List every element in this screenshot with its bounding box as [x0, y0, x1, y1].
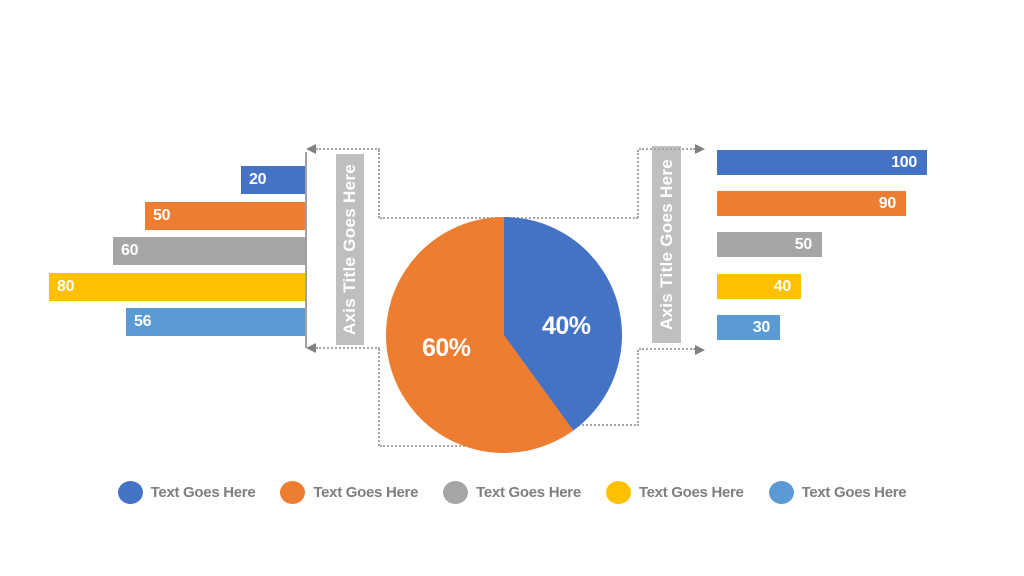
arrow-bottom-right-icon — [695, 345, 705, 355]
pie-label-blue: 40% — [542, 312, 591, 340]
bar-value-label: 30 — [752, 318, 771, 336]
bar-value-label: 100 — [891, 153, 917, 171]
left-chart-bar-4: 56 — [126, 308, 305, 336]
pie-label-orange: 60% — [422, 334, 471, 362]
connector-top-left-horizontal — [316, 148, 380, 150]
connector-top-left-vertical — [378, 150, 380, 218]
legend-swatch-icon — [280, 481, 306, 504]
right-axis-title: Axis Title Goes Here — [656, 158, 676, 331]
bar-value-label: 50 — [794, 235, 813, 253]
left-axis-title-band: Axis Title Goes Here — [336, 154, 364, 345]
right-chart-bar-3: 40 — [717, 274, 801, 299]
bar-value-label: 56 — [134, 313, 152, 330]
connector-bottom-right-horizontal — [639, 348, 695, 350]
bar-value-label: 80 — [57, 278, 75, 295]
legend-item-2: Text Goes Here — [443, 481, 581, 504]
legend-label: Text Goes Here — [801, 484, 907, 501]
left-chart-bar-1: 50 — [145, 202, 305, 230]
left-chart-bar-2: 60 — [113, 237, 305, 265]
connector-bottom-left-horizontal — [316, 347, 380, 349]
connector-top-left-to-pie — [380, 217, 504, 219]
bar-value-label: 60 — [121, 242, 139, 259]
legend-item-4: Text Goes Here — [768, 481, 907, 504]
connector-bottom-left-to-pie — [380, 445, 505, 447]
connector-top-right-vertical — [637, 150, 639, 218]
bar-value-label: 20 — [249, 171, 267, 188]
bar-value-label: 40 — [773, 277, 792, 295]
legend-label: Text Goes Here — [476, 484, 581, 501]
arrow-bottom-left-icon — [306, 343, 316, 353]
arrow-top-left-icon — [306, 144, 316, 154]
legend-item-1: Text Goes Here — [280, 481, 418, 504]
right-chart-bar-0: 100 — [717, 150, 927, 175]
right-chart-bar-1: 90 — [717, 191, 906, 216]
bar-value-label: 50 — [153, 207, 171, 224]
legend-label: Text Goes Here — [313, 484, 419, 501]
legend-swatch-icon — [443, 481, 469, 504]
bar-value-label: 90 — [878, 194, 897, 212]
legend: Text Goes Here Text Goes Here Text Goes He… — [0, 481, 1024, 504]
legend-swatch-icon — [605, 481, 631, 504]
legend-label: Text Goes Here — [150, 484, 256, 501]
right-chart-bar-2: 50 — [717, 232, 822, 257]
connector-top-right-horizontal — [639, 148, 695, 150]
legend-swatch-icon — [117, 481, 143, 504]
left-chart-bar-0: 20 — [241, 166, 305, 194]
arrow-top-right-icon — [695, 144, 705, 154]
legend-label: Text Goes Here — [638, 484, 744, 501]
connector-bottom-right-vertical — [637, 350, 639, 426]
legend-item-3: Text Goes Here — [605, 481, 744, 504]
legend-item-0: Text Goes Here — [117, 481, 256, 504]
legend-swatch-icon — [768, 481, 794, 504]
right-chart-bar-4: 30 — [717, 315, 780, 340]
connector-bottom-left-vertical — [378, 349, 380, 446]
pie-chart: 40% 60% — [386, 217, 622, 453]
left-axis-line — [305, 152, 307, 348]
right-axis-title-band: Axis Title Goes Here — [652, 146, 681, 343]
connector-top-right-to-pie — [506, 217, 638, 219]
left-axis-title: Axis Title Goes Here — [340, 163, 359, 336]
left-chart-bar-3: 80 — [49, 273, 305, 301]
connector-bottom-right-to-pie — [575, 424, 639, 426]
